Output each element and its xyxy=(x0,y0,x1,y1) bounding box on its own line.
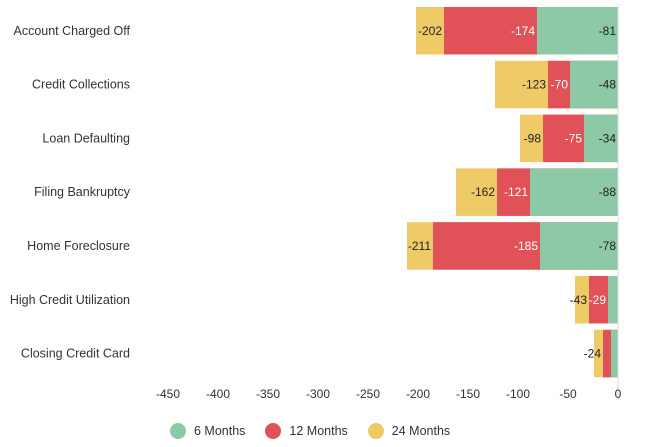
stacked-bar-chart: Account Charged Off -202 -174 -81 Credit Col… xyxy=(10,4,622,401)
bar-6-months xyxy=(540,222,618,270)
legend: 6 Months 12 Months 24 Months xyxy=(170,423,450,439)
bar-6-months xyxy=(584,114,618,163)
legend-label-12-months: 12 Months xyxy=(289,424,348,438)
data-label: -202 xyxy=(418,24,442,38)
data-label: -24 xyxy=(584,347,602,361)
x-tick-label: -350 xyxy=(256,387,280,401)
legend-item-24-months[interactable]: 24 Months xyxy=(367,423,451,439)
legend-item-6-months[interactable]: 6 Months xyxy=(170,423,245,439)
x-tick-label: -250 xyxy=(356,387,380,401)
legend-label-6-months: 6 Months xyxy=(194,424,246,438)
legend-swatch-6-months xyxy=(170,423,186,439)
x-tick-label: -300 xyxy=(306,387,330,401)
data-label: -78 xyxy=(599,239,617,253)
category-label: Account Charged Off xyxy=(13,24,130,38)
category-label: Credit Collections xyxy=(32,78,130,92)
legend-swatch-24-months xyxy=(367,423,384,439)
legend-swatch-12-months xyxy=(265,423,282,439)
x-tick-label: -100 xyxy=(506,387,530,401)
x-tick-label: -50 xyxy=(559,387,577,401)
data-label: -98 xyxy=(524,131,542,145)
data-label: -185 xyxy=(514,239,538,253)
category-label: High Credit Utilization xyxy=(10,293,130,307)
category-label: Filing Bankruptcy xyxy=(34,185,131,199)
category-label: Loan Defaulting xyxy=(42,131,130,145)
data-label: -81 xyxy=(599,24,617,38)
data-label: -211 xyxy=(408,239,431,253)
x-tick-label: -450 xyxy=(156,387,180,401)
data-label: -162 xyxy=(471,185,495,199)
data-label: -43 xyxy=(570,293,588,307)
data-label: -75 xyxy=(565,131,583,145)
bar-6-months xyxy=(608,276,618,324)
x-tick-label: 0 xyxy=(615,387,622,401)
data-label: -123 xyxy=(522,78,546,92)
data-label: -88 xyxy=(599,185,617,199)
x-tick-label: -150 xyxy=(456,387,480,401)
bar-6-months xyxy=(530,168,618,216)
x-tick-label: -200 xyxy=(406,387,430,401)
x-tick-label: -400 xyxy=(206,387,230,401)
data-label: -48 xyxy=(599,78,617,92)
bar-6-months xyxy=(570,60,618,109)
data-label: -29 xyxy=(589,293,607,307)
bar-6-months xyxy=(537,7,618,55)
data-label: -174 xyxy=(511,24,535,38)
data-label: -70 xyxy=(551,78,569,92)
category-label: Closing Credit Card xyxy=(21,347,130,361)
bar-6-months xyxy=(611,329,618,378)
data-label: -34 xyxy=(599,131,617,145)
legend-item-12-months[interactable]: 12 Months xyxy=(265,423,348,439)
category-label: Home Foreclosure xyxy=(27,239,130,253)
data-label: -121 xyxy=(504,185,528,199)
legend-label-24-months: 24 Months xyxy=(391,424,451,438)
